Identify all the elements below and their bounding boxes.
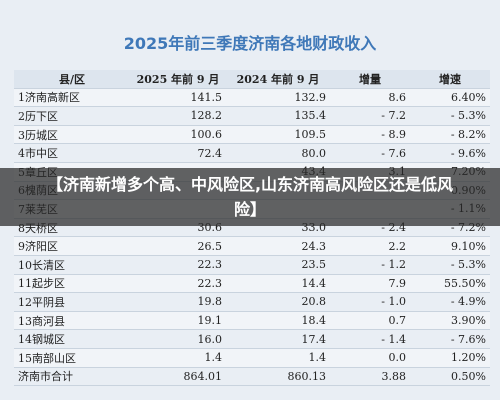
- table-row: 14钢城区 16.0 17.4- 1.4- 7.6%: [14, 329, 490, 349]
- table-row: 济南市合计 864.01 860.13 3.88 0.50%: [14, 367, 490, 387]
- table-row: 13商河县 19.1 18.4 0.7 3.90%: [14, 311, 490, 331]
- title: 2025年前三季度济南各地财政收入: [123, 34, 377, 53]
- cell: 11起步区: [14, 274, 130, 294]
- cell: - 1.4: [330, 329, 410, 349]
- cell: - 9.6%: [410, 143, 490, 163]
- cell: 55.50%: [410, 274, 490, 294]
- cell: 10长清区: [14, 255, 130, 275]
- cell: 24.3: [226, 236, 330, 256]
- table-row: 11起步区 22.3 14.4 7.9 55.50%: [14, 274, 490, 294]
- cell: 135.4: [226, 106, 330, 126]
- cell: 济南市合计: [14, 367, 130, 387]
- cell: 0.7: [330, 311, 410, 331]
- cell: 9济阳区: [14, 236, 130, 256]
- cell: 2025 年前 9 月: [130, 70, 226, 89]
- cell: 3.90%: [410, 311, 490, 331]
- table-row: 15南部山区 1.4 1.4 0.0 1.20%: [14, 348, 490, 368]
- cell: 15南部山区: [14, 348, 130, 368]
- cell: 2024 年前 9 月: [226, 70, 330, 89]
- cell: 8.6: [330, 88, 410, 108]
- cell: - 8.2%: [410, 125, 490, 145]
- cell: 19.1: [130, 311, 226, 331]
- cell: 9.10%: [410, 236, 490, 256]
- cell: - 1.0: [330, 292, 410, 312]
- table: 县/区 2025 年前 9 月 2024 年前 9 月增量 增速 1济南高新区 141.5…: [14, 70, 490, 387]
- cell: 2.2: [330, 236, 410, 256]
- cell: 1.4: [130, 348, 226, 368]
- cell: - 7.6%: [410, 329, 490, 349]
- cell: 县/区: [14, 70, 130, 89]
- cell: 128.2: [130, 106, 226, 126]
- cell: - 8.9: [330, 125, 410, 145]
- table-row: 4市中区 72.4 80.0- 7.6- 9.6%: [14, 143, 490, 163]
- cell: 72.4: [130, 143, 226, 163]
- cell: 增量: [330, 70, 410, 89]
- cell: 6.40%: [410, 88, 490, 108]
- cell: 20.8: [226, 292, 330, 312]
- cell: 26.5: [130, 236, 226, 256]
- cell: 1.20%: [410, 348, 490, 368]
- cell: 23.5: [226, 255, 330, 275]
- cell: 0.50%: [410, 367, 490, 387]
- header-row: 县/区 2025 年前 9 月 2024 年前 9 月增量 增速: [14, 70, 490, 89]
- cell: 14.4: [226, 274, 330, 294]
- cell: 18.4: [226, 311, 330, 331]
- cell: - 7.2: [330, 106, 410, 126]
- cell: 1济南高新区: [14, 88, 130, 108]
- cell: 12平阴县: [14, 292, 130, 312]
- table-row: 2历下区 128.2 135.4- 7.2- 5.3%: [14, 106, 490, 126]
- cell: - 4.9%: [410, 292, 490, 312]
- table-row: 1济南高新区 141.5 132.9 8.6 6.40%: [14, 88, 490, 108]
- cell: 22.3: [130, 255, 226, 275]
- cell: 3历城区: [14, 125, 130, 145]
- cell: - 5.3%: [410, 106, 490, 126]
- cell: 2历下区: [14, 106, 130, 126]
- cell: 0.0: [330, 348, 410, 368]
- table-row: 12平阴县 19.8 20.8- 1.0- 4.9%: [14, 292, 490, 312]
- cell: 132.9: [226, 88, 330, 108]
- cell: 22.3: [130, 274, 226, 294]
- overlay-caption: 【济南新增多个高、中风险区,山东济南高风险区还是低风险】: [0, 168, 500, 226]
- table-row: 3历城区 100.6 109.5- 8.9- 8.2%: [14, 125, 490, 145]
- cell: 3.88: [330, 367, 410, 387]
- cell: 13商河县: [14, 311, 130, 331]
- cell: 7.9: [330, 274, 410, 294]
- cell: - 7.6: [330, 143, 410, 163]
- cell: 4市中区: [14, 143, 130, 163]
- cell: 19.8: [130, 292, 226, 312]
- cell: 109.5: [226, 125, 330, 145]
- cell: 17.4: [226, 329, 330, 349]
- cell: 14钢城区: [14, 329, 130, 349]
- cell: 860.13: [226, 367, 330, 387]
- cell: 141.5: [130, 88, 226, 108]
- cell: 100.6: [130, 125, 226, 145]
- cell: - 1.2: [330, 255, 410, 275]
- table-row: 10长清区 22.3 23.5- 1.2- 5.3%: [14, 255, 490, 275]
- cell: - 5.3%: [410, 255, 490, 275]
- cell: 增速: [410, 70, 490, 89]
- cell: 1.4: [226, 348, 330, 368]
- cell: 80.0: [226, 143, 330, 163]
- table-row: 9济阳区 26.5 24.3 2.2 9.10%: [14, 236, 490, 256]
- cell: 864.01: [130, 367, 226, 387]
- cell: 16.0: [130, 329, 226, 349]
